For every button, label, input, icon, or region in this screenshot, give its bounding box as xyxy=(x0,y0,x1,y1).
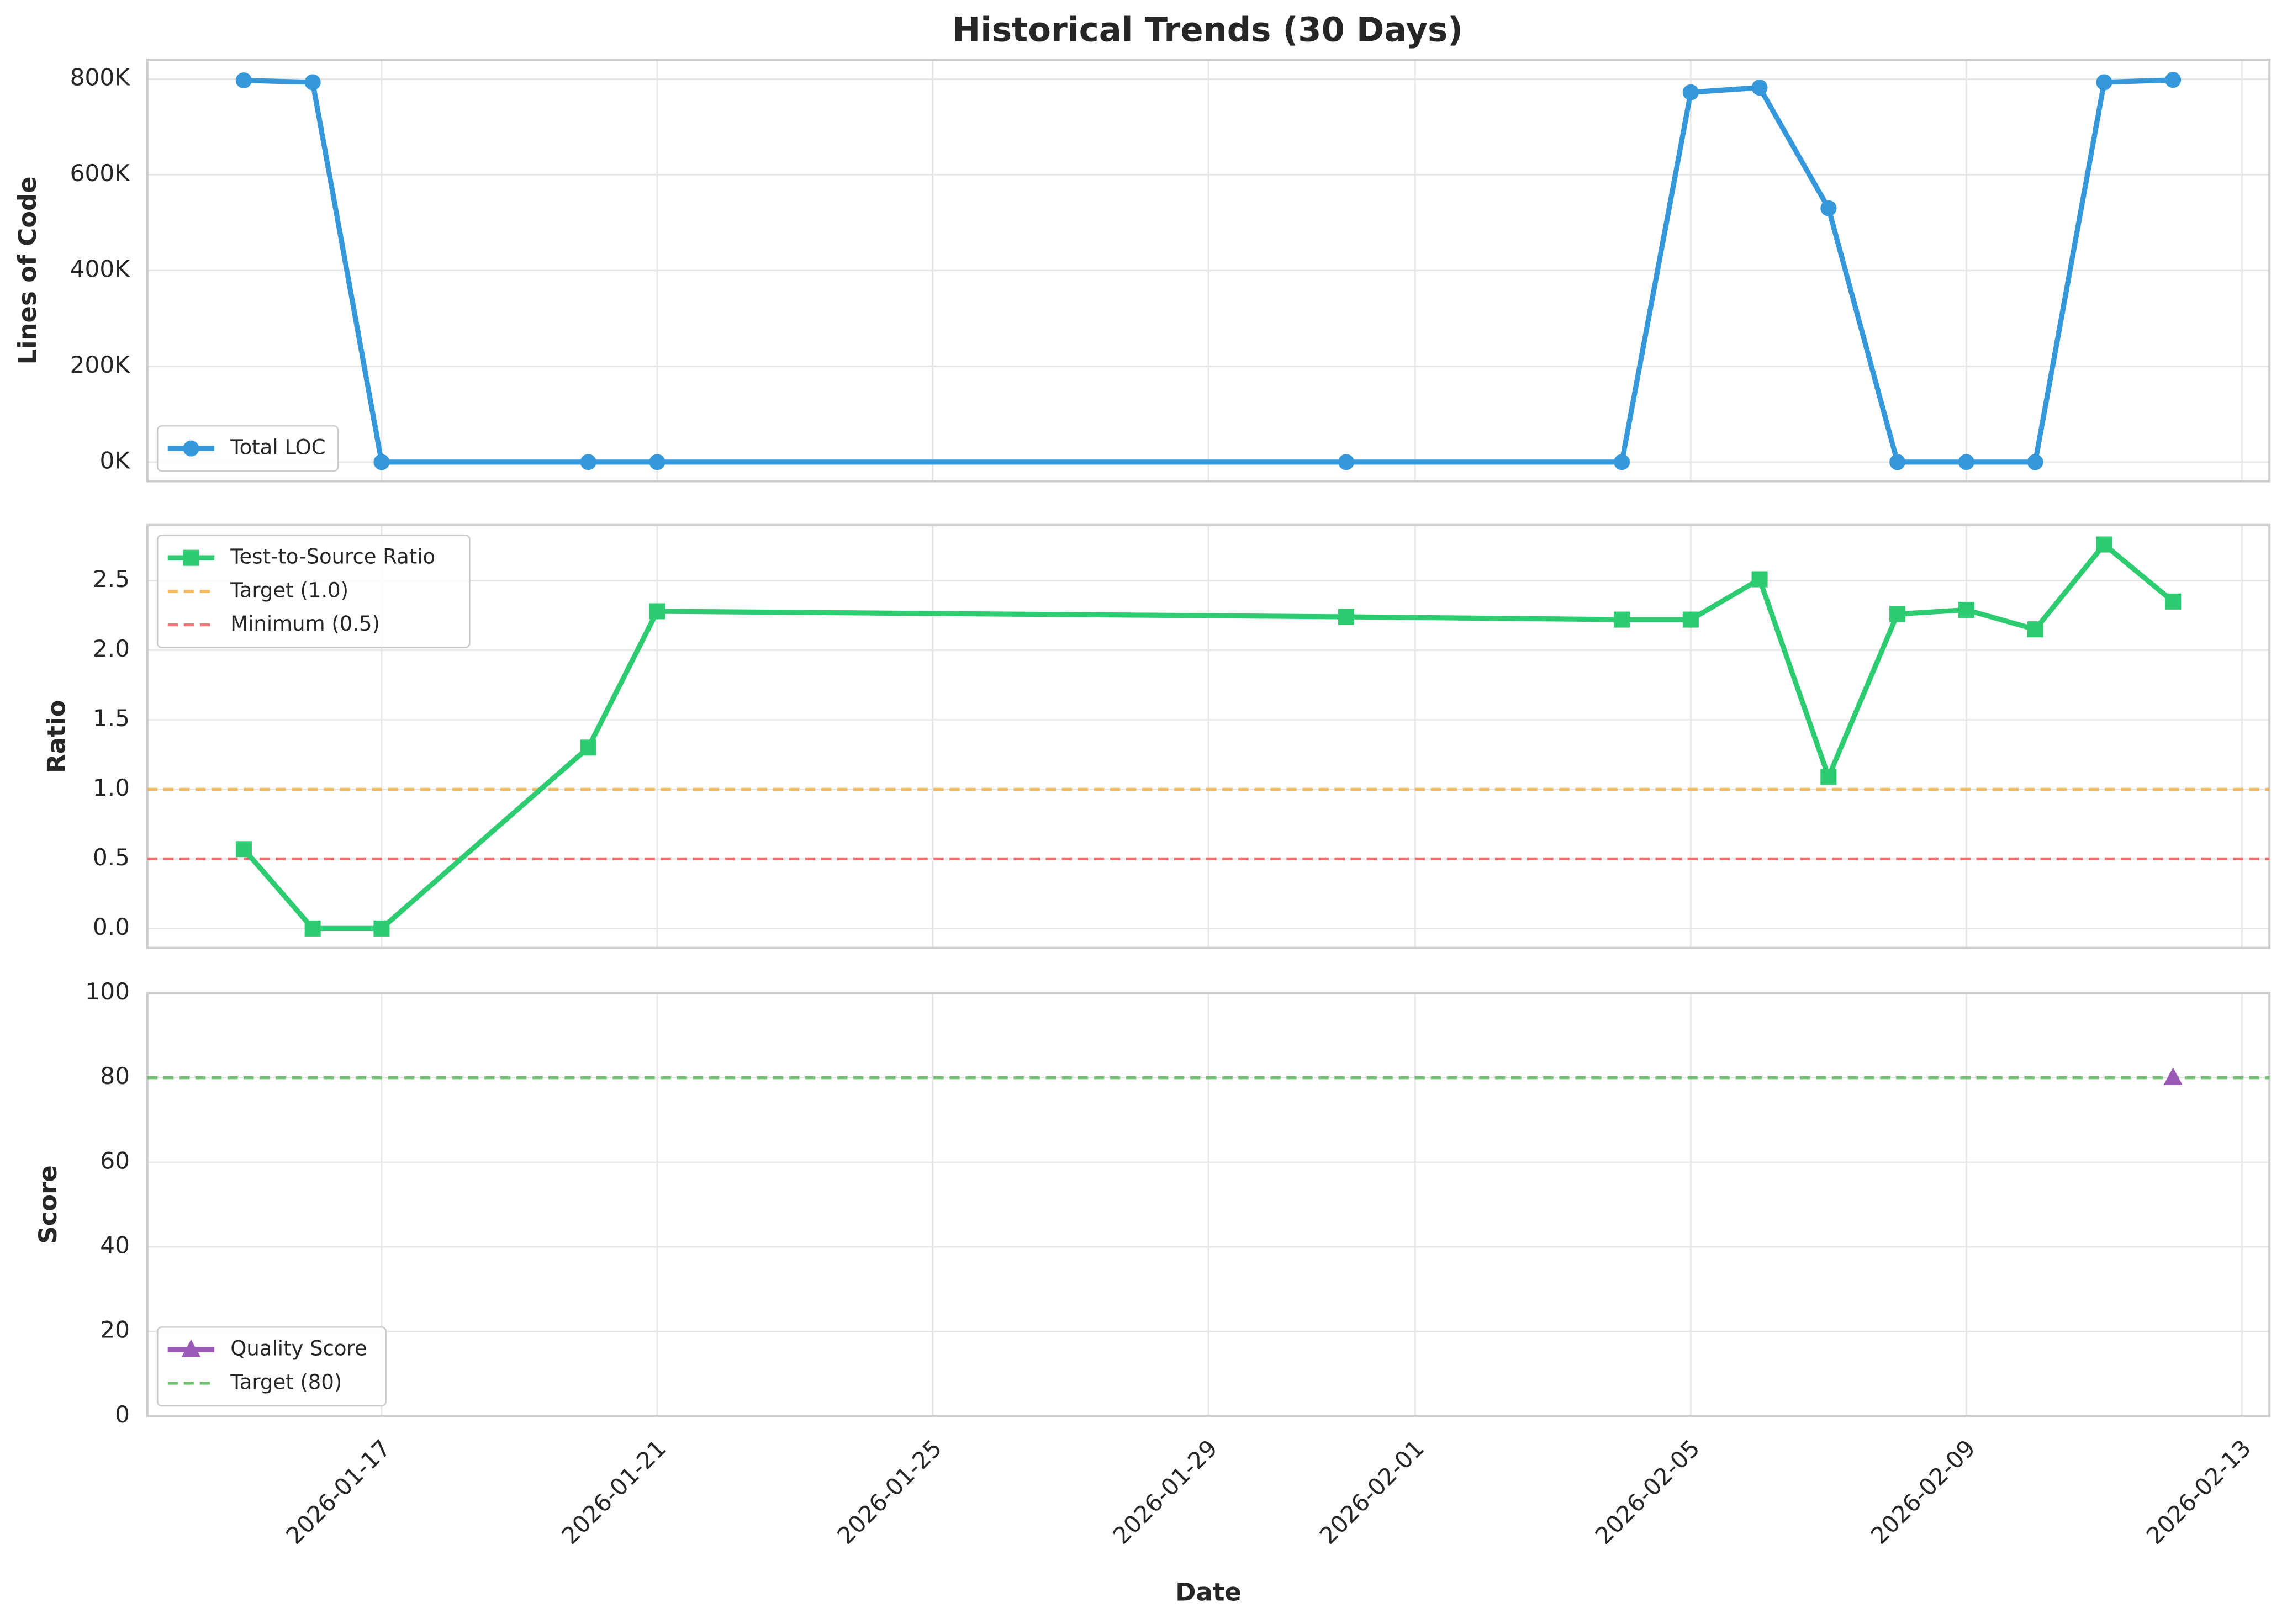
y-tick-label: 600K xyxy=(70,160,131,187)
y-tick-label: 0K xyxy=(99,447,130,474)
marker xyxy=(2163,1067,2183,1085)
y-tick-label: 100 xyxy=(85,978,130,1005)
y-tick-label: 200K xyxy=(70,351,131,378)
marker xyxy=(304,74,321,91)
marker xyxy=(2027,454,2043,470)
legend-box xyxy=(156,1326,387,1407)
marker xyxy=(1751,80,1768,96)
x-tick-label: 2026-02-09 xyxy=(1866,1435,1980,1549)
marker xyxy=(304,920,321,937)
y-tick-label: 40 xyxy=(100,1232,130,1259)
marker xyxy=(1338,454,1355,470)
marker xyxy=(1958,454,1974,470)
marker xyxy=(2165,72,2182,88)
y-axis-label: Ratio xyxy=(42,700,71,773)
y-tick-label: 2.5 xyxy=(93,565,130,593)
marker xyxy=(2096,536,2112,553)
marker xyxy=(1614,611,1630,628)
marker xyxy=(1751,571,1768,588)
y-tick-label: 0.5 xyxy=(93,844,130,871)
x-tick-label: 2026-02-05 xyxy=(1590,1435,1705,1549)
y-tick-label: 0 xyxy=(115,1401,130,1428)
marker xyxy=(183,549,199,566)
marker xyxy=(2096,74,2112,91)
marker xyxy=(1614,454,1630,470)
marker xyxy=(1682,84,1699,100)
y-tick-label: 60 xyxy=(100,1147,130,1174)
legend-box xyxy=(156,425,339,472)
marker xyxy=(580,454,596,470)
y-tick-label: 400K xyxy=(70,255,131,282)
legend-label: Test-to-Source Ratio xyxy=(230,545,435,569)
legend-label: Total LOC xyxy=(230,436,325,459)
x-tick-label: 2026-02-01 xyxy=(1314,1435,1429,1549)
marker xyxy=(183,440,199,457)
y-axis-label: Lines of Code xyxy=(13,176,42,364)
chart-title: Historical Trends (30 Days) xyxy=(952,11,1463,50)
y-tick-label: 1.0 xyxy=(93,774,130,801)
y-tick-label: 80 xyxy=(100,1062,130,1089)
legend-label: Minimum (0.5) xyxy=(230,612,380,636)
plot-frame xyxy=(146,523,2271,949)
marker xyxy=(235,841,252,858)
marker xyxy=(1889,606,1906,622)
legend-label: Quality Score xyxy=(230,1337,367,1361)
marker xyxy=(2027,621,2043,638)
marker xyxy=(580,739,596,756)
marker xyxy=(1820,200,1837,216)
legend-box xyxy=(156,534,471,648)
marker xyxy=(1682,611,1699,628)
marker xyxy=(1338,609,1355,625)
y-tick-label: 0.0 xyxy=(93,913,130,940)
x-tick-label: 2026-01-25 xyxy=(832,1435,947,1549)
legend-label: Target (80) xyxy=(230,1370,342,1394)
y-axis-label: Score xyxy=(33,1165,62,1244)
x-tick-label: 2026-01-29 xyxy=(1108,1435,1223,1549)
marker xyxy=(1820,769,1837,785)
y-tick-label: 800K xyxy=(70,64,131,91)
plot-frame xyxy=(146,992,2271,1417)
x-tick-label: 2026-02-13 xyxy=(2141,1435,2256,1549)
y-tick-label: 20 xyxy=(100,1316,130,1343)
plot-frame xyxy=(146,59,2271,483)
marker xyxy=(1889,454,1906,470)
marker xyxy=(181,1339,201,1357)
y-tick-label: 2.0 xyxy=(93,635,130,662)
x-tick-label: 2026-01-17 xyxy=(281,1435,395,1549)
y-tick-label: 1.5 xyxy=(93,705,130,732)
marker xyxy=(649,454,665,470)
x-tick-label: 2026-01-21 xyxy=(556,1435,671,1549)
marker xyxy=(373,454,390,470)
marker xyxy=(1958,601,1974,618)
marker xyxy=(235,72,252,89)
x-axis-label: Date xyxy=(1175,1578,1241,1607)
marker xyxy=(373,920,390,937)
marker xyxy=(649,603,665,620)
marker xyxy=(2165,593,2182,610)
legend-label: Target (1.0) xyxy=(230,578,348,602)
